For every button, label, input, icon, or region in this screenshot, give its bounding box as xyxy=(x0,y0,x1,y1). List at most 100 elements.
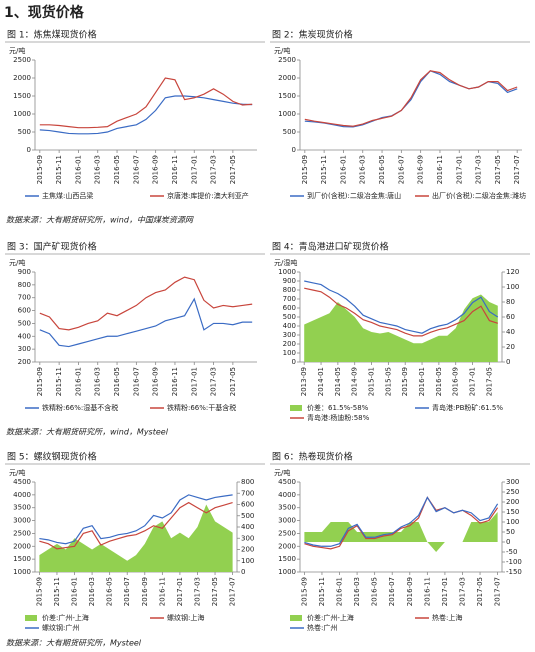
x-tick-label: 2016-11 xyxy=(171,155,179,184)
legend-label: 青岛港:PB粉矿:61.5% xyxy=(432,403,503,412)
y-tick-label: 4500 xyxy=(278,478,296,486)
x-tick-label: 2015-11 xyxy=(318,577,326,606)
y-tick-label: 4000 xyxy=(13,491,31,499)
y-tick-label: 2500 xyxy=(278,529,296,537)
y-tick-label: 2000 xyxy=(13,542,31,550)
x-tick-label: 2014-05 xyxy=(334,367,342,396)
price-line xyxy=(39,276,253,331)
x-tick-label: 2016-05 xyxy=(113,155,121,184)
x-tick-label: 2016-05 xyxy=(378,155,386,184)
legend-label: 价差:广州-上海 xyxy=(307,613,354,622)
heading: 1、现货价格 xyxy=(4,4,85,21)
y-tick-label: 300 xyxy=(283,331,296,339)
x-tick-label: 2017-05 xyxy=(229,155,237,184)
x-tick-label: 2015-05 xyxy=(384,367,392,396)
y2-tick-label: 0 xyxy=(506,358,510,366)
legend-label: 螺纹钢:上海 xyxy=(167,613,204,622)
legend-label: 主焦煤:山西吕梁 xyxy=(42,191,93,200)
x-tick-label: 2017-01 xyxy=(469,367,477,396)
y-tick-label: 800 xyxy=(18,281,31,289)
x-tick-label: 2016-01 xyxy=(74,367,82,396)
x-tick-label: 2015-09 xyxy=(35,577,43,606)
x-tick-label: 2014-09 xyxy=(351,367,359,396)
x-tick-label: 2017-03 xyxy=(458,577,466,606)
y-tick-label: 2500 xyxy=(13,529,31,537)
y2-tick-label: 20 xyxy=(506,343,515,351)
y-tick-label: 1500 xyxy=(278,555,296,563)
x-tick-label: 2016-11 xyxy=(158,577,166,606)
x-tick-label: 2016-03 xyxy=(94,367,102,396)
y-tick-label: 3000 xyxy=(13,517,31,525)
x-tick-label: 2015-09 xyxy=(300,577,308,606)
x-tick-label: 2015-09 xyxy=(301,155,309,184)
price-line xyxy=(39,77,253,129)
x-tick-label: 2015-09 xyxy=(36,367,44,396)
y-tick-label: 200 xyxy=(283,340,296,348)
y-unit: 元/湿吨 xyxy=(274,258,297,267)
source-note: 数据来源：大有期货研究所，wind，Mysteel xyxy=(6,428,169,437)
x-tick-label: 2016-01 xyxy=(74,155,82,184)
x-tick-label: 2016-01 xyxy=(418,367,426,396)
y2-tick-label: 60 xyxy=(506,313,515,321)
y-tick-label: 1000 xyxy=(13,568,31,576)
x-tick-label: 2015-11 xyxy=(55,155,63,184)
y-tick-label: 500 xyxy=(283,128,296,136)
panel-title: 图 4：青岛港进口矿现货价格 xyxy=(272,241,389,253)
y2-tick-label: 0 xyxy=(506,538,510,546)
y-tick-label: 1500 xyxy=(13,555,31,563)
y-tick-label: 1000 xyxy=(278,110,296,118)
y-unit: 元/吨 xyxy=(9,46,25,55)
y2-tick-label: 800 xyxy=(241,478,254,486)
y2-tick-label: -50 xyxy=(506,548,517,556)
legend-label: 价差：61.5%-58% xyxy=(307,403,369,412)
spread-area xyxy=(304,512,498,552)
y-tick-label: 100 xyxy=(283,349,296,357)
x-tick-label: 2017-05 xyxy=(211,577,219,606)
x-tick-label: 2016-03 xyxy=(88,577,96,606)
x-tick-label: 2016-03 xyxy=(353,577,361,606)
y2-tick-label: 500 xyxy=(241,512,254,520)
x-tick-label: 2017-07 xyxy=(494,577,502,606)
y2-tick-label: 700 xyxy=(241,489,254,497)
price-line xyxy=(304,70,518,127)
y-tick-label: 2000 xyxy=(278,542,296,550)
y-tick-label: 600 xyxy=(283,304,296,312)
x-tick-label: 2016-11 xyxy=(423,577,431,606)
x-tick-label: 2016-11 xyxy=(171,367,179,396)
x-tick-label: 2016-01 xyxy=(71,577,79,606)
y-tick-label: 900 xyxy=(283,277,296,285)
y2-tick-label: 100 xyxy=(241,557,254,565)
x-tick-label: 2016-07 xyxy=(132,367,140,396)
x-tick-label: 2016-09 xyxy=(452,367,460,396)
y-tick-label: 200 xyxy=(18,358,31,366)
x-tick-label: 2017-05 xyxy=(229,367,237,396)
y-tick-label: 3500 xyxy=(13,504,31,512)
x-tick-label: 2016-11 xyxy=(436,155,444,184)
legend-swatch xyxy=(25,615,37,621)
x-tick-label: 2016-07 xyxy=(388,577,396,606)
x-tick-label: 2017-05 xyxy=(485,367,493,396)
x-tick-label: 2017-07 xyxy=(513,155,521,184)
x-tick-label: 2015-11 xyxy=(53,577,61,606)
x-tick-label: 2016-01 xyxy=(339,155,347,184)
y2-tick-label: 200 xyxy=(506,498,519,506)
y2-tick-label: -100 xyxy=(506,558,522,566)
y-tick-label: 700 xyxy=(18,294,31,302)
y-tick-label: 2000 xyxy=(13,74,31,82)
price-line xyxy=(39,297,253,348)
panel-title: 图 3：国产矿现货价格 xyxy=(7,241,97,253)
x-tick-label: 2015-01 xyxy=(368,367,376,396)
x-tick-label: 2017-01 xyxy=(176,577,184,606)
y-tick-label: 2500 xyxy=(13,56,31,64)
legend-label: 热卷:广州 xyxy=(307,623,337,632)
y2-tick-label: 250 xyxy=(506,488,519,496)
y-tick-label: 500 xyxy=(18,128,31,136)
x-tick-label: 2016-05 xyxy=(113,367,121,396)
x-tick-label: 2016-09 xyxy=(141,577,149,606)
y-tick-label: 1500 xyxy=(278,92,296,100)
y-tick-label: 4500 xyxy=(13,478,31,486)
y-tick-label: 900 xyxy=(18,268,31,276)
legend-label: 价差:广州-上海 xyxy=(42,613,89,622)
legend-swatch xyxy=(290,615,302,621)
